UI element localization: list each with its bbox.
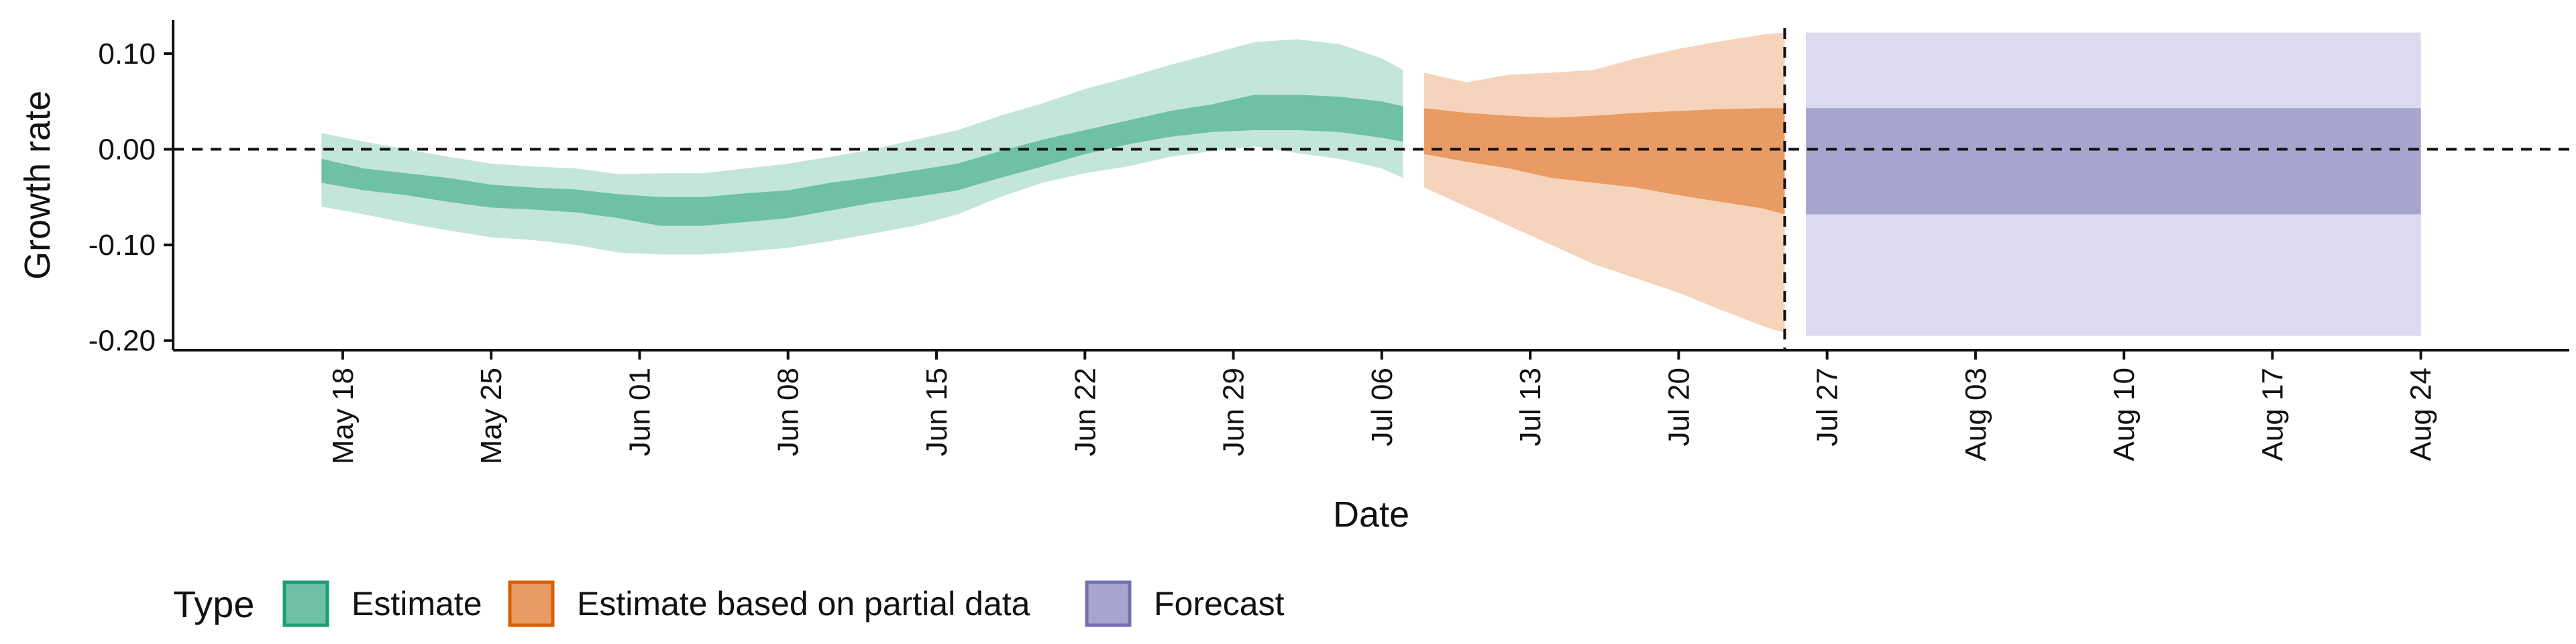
axes — [172, 20, 2569, 352]
y-axis-title: Growth rate — [17, 91, 58, 280]
x-tick-label: Aug 10 — [2108, 368, 2141, 461]
x-axis-ticks: May 18 May 25 Jun 01 Jun 08 Jun 15 Jun 22 Jun … — [327, 350, 2438, 464]
bands-layer — [321, 32, 2421, 336]
x-tick-label: Jun 29 — [1218, 368, 1250, 456]
x-tick-label: Jul 20 — [1662, 368, 1695, 446]
legend-label-estimate: Estimate — [352, 585, 482, 623]
x-tick-label: Jun 08 — [772, 368, 805, 456]
legend-key-estimate-based-on-partial-data — [508, 580, 555, 627]
x-tick-label: Jul 27 — [1811, 368, 1844, 446]
x-tick-label: Jun 01 — [623, 368, 656, 456]
legend: Type Estimate Estimate based on partial d… — [173, 580, 1285, 627]
y-tick-label: 0.10 — [98, 38, 156, 70]
y-tick-label: -0.10 — [89, 229, 156, 262]
reference-lines — [173, 28, 2569, 350]
legend-label-estimate-based-on-partial-data: Estimate based on partial data — [577, 585, 1030, 623]
x-axis-title: Date — [1333, 494, 1409, 535]
x-tick-label: May 18 — [327, 368, 360, 464]
x-tick-label: Aug 03 — [1960, 368, 1992, 461]
estimate-inner-band — [321, 95, 1403, 226]
legend-key-estimate — [282, 580, 329, 627]
legend-label-forecast: Forecast — [1154, 585, 1285, 623]
forecast-inner-band — [1806, 108, 2421, 215]
y-tick-label: -0.20 — [89, 325, 156, 358]
x-tick-label: Aug 17 — [2256, 368, 2289, 461]
x-tick-label: Jul 06 — [1366, 368, 1399, 446]
x-tick-label: Jun 15 — [920, 368, 953, 456]
y-axis-ticks: 0.10 0.00 -0.10 -0.20 — [89, 38, 173, 358]
x-tick-label: Jul 13 — [1514, 368, 1547, 446]
estimate-based-on-partial-data-inner-band — [1424, 108, 1785, 215]
x-tick-label: Aug 24 — [2405, 368, 2438, 461]
x-tick-label: Jun 22 — [1069, 368, 1102, 456]
x-tick-label: May 25 — [475, 368, 508, 464]
legend-title: Type — [173, 583, 254, 625]
estimate-outer-band — [321, 39, 1403, 255]
legend-key-forecast — [1085, 580, 1132, 627]
y-tick-label: 0.00 — [98, 133, 156, 166]
